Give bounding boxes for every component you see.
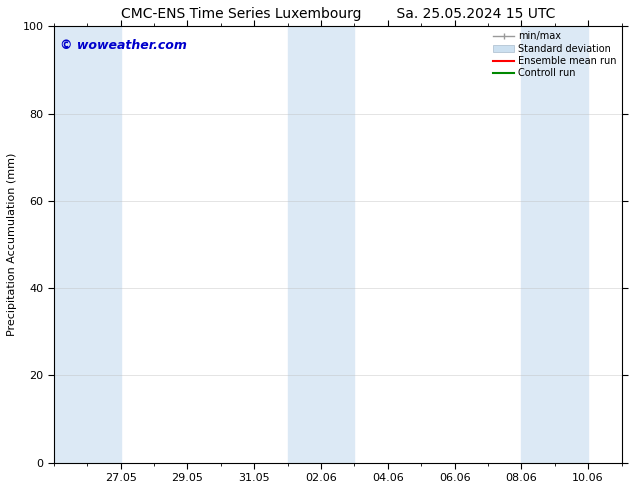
Bar (54, 26, 120, 463)
Legend: min/max, Standard deviation, Ensemble mean run, Controll run: min/max, Standard deviation, Ensemble me… (490, 28, 619, 81)
Y-axis label: Precipitation Accumulation (mm): Precipitation Accumulation (mm) (7, 153, 17, 336)
Bar (521, 26, 588, 463)
Title: CMC-ENS Time Series Luxembourg        Sa. 25.05.2024 15 UTC: CMC-ENS Time Series Luxembourg Sa. 25.05… (120, 7, 555, 21)
Bar (288, 26, 354, 463)
Text: © woweather.com: © woweather.com (60, 39, 186, 52)
